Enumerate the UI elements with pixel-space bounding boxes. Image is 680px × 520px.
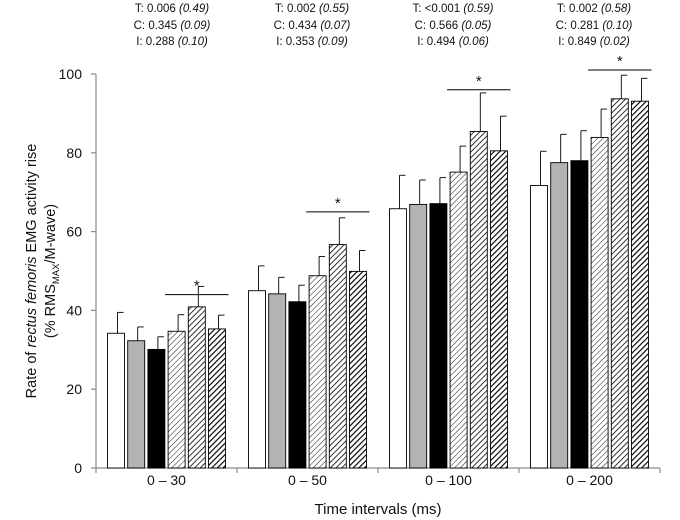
stats-line-c: C: 0.345 (0.09) — [133, 19, 211, 32]
y-tick-label: 80 — [66, 145, 82, 161]
bar — [208, 328, 226, 469]
bar — [127, 340, 146, 469]
stats-line-c: C: 0.281 (0.10) — [555, 19, 633, 32]
bar — [631, 100, 649, 469]
bar — [389, 208, 407, 469]
bar — [187, 306, 206, 469]
significance-star: * — [335, 195, 341, 212]
y-tick-label: 60 — [66, 224, 82, 240]
bar — [349, 270, 367, 469]
bar — [469, 131, 488, 469]
bar — [328, 244, 347, 469]
stats-group-3: T: 0.002 (0.58) C: 0.281 (0.10) I: 0.849… — [539, 1, 649, 51]
bar — [570, 160, 589, 469]
x-axis-label: Time intervals (ms) — [315, 501, 442, 518]
stats-line-i: I: 0.288 (0.10) — [136, 36, 208, 48]
stats-group-0: T: 0.006 (0.49) C: 0.345 (0.09) I: 0.288… — [117, 1, 227, 51]
bar — [490, 150, 508, 469]
bar — [449, 171, 468, 469]
stats-group-1: T: 0.002 (0.55) C: 0.434 (0.07) I: 0.353… — [257, 1, 367, 51]
stats-line-c: C: 0.434 (0.07) — [273, 19, 351, 32]
bar — [590, 136, 609, 469]
bar — [308, 275, 327, 469]
y-tick-label: 40 — [66, 302, 82, 318]
bar — [107, 332, 125, 469]
bar — [409, 203, 428, 469]
bar — [248, 290, 266, 469]
stats-line-i: I: 0.494 (0.06) — [417, 36, 489, 48]
significance-star: * — [476, 73, 482, 90]
bar — [288, 301, 307, 469]
significance-star: * — [617, 53, 623, 70]
bar — [167, 330, 186, 469]
stats-line-t: T: 0.002 (0.55) — [274, 3, 350, 15]
stats-line-t: T: 0.006 (0.49) — [134, 3, 210, 15]
x-tick-label: 0 – 30 — [147, 472, 186, 488]
bar — [147, 348, 166, 469]
bar — [530, 185, 548, 469]
bar — [268, 293, 287, 469]
bar — [550, 162, 569, 469]
x-tick-label: 0 – 50 — [288, 472, 327, 488]
bar — [429, 203, 448, 469]
stats-group-2: T: <0.001 (0.59) C: 0.566 (0.05) I: 0.49… — [398, 1, 508, 51]
y-tick-label: 0 — [74, 460, 82, 476]
stats-line-i: I: 0.849 (0.02) — [558, 36, 630, 48]
x-tick-label: 0 – 200 — [566, 472, 613, 488]
y-tick-label: 20 — [66, 381, 82, 397]
y-tick-label: 100 — [59, 66, 83, 82]
stats-line-t: T: <0.001 (0.59) — [412, 3, 494, 15]
y-axis-label-units: (% RMSMAX/M-wave) — [43, 204, 62, 338]
stats-line-t: T: 0.002 (0.58) — [556, 3, 632, 15]
bar — [610, 98, 629, 469]
x-tick-label: 0 – 100 — [425, 472, 472, 488]
significance-star: * — [194, 278, 200, 295]
stats-line-i: I: 0.353 (0.09) — [276, 36, 348, 48]
stats-line-c: C: 0.566 (0.05) — [414, 19, 492, 32]
y-axis-label: Rate of rectus femoris EMG activity rise — [24, 144, 40, 399]
